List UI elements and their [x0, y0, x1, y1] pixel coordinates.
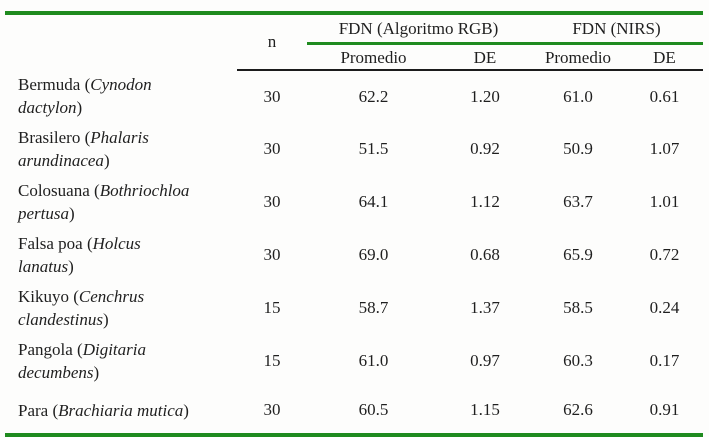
- nirs-de-value: 0.61: [649, 86, 680, 106]
- fdn-table: n FDN (Algoritmo RGB) FDN (NIRS) Promedi…: [5, 11, 703, 437]
- nirs-de-value: 0.72: [649, 245, 680, 265]
- grass-scientific-name: Cenchrus clandestinus: [18, 286, 145, 330]
- open-paren: (: [77, 339, 83, 359]
- grass-scientific-name: Digitaria decumbens: [18, 339, 146, 382]
- col-header-promedio-rgb: Promedio: [307, 43, 440, 71]
- grass-name-cell: Para (Brachiaria mutica): [5, 387, 237, 435]
- close-paren: ): [183, 400, 189, 420]
- grass-scientific-name: Holcus lanatus: [18, 233, 141, 277]
- close-paren: ): [68, 257, 74, 277]
- open-paren: (: [94, 180, 100, 200]
- sub-header-row: Promedio DE Promedio DE: [5, 43, 703, 71]
- grass-name-cell: Bermuda (Cynodon dactylon): [5, 70, 237, 123]
- nirs-de-value: 0.17: [649, 350, 680, 370]
- nirs-promedio-value: 62.6: [563, 400, 593, 420]
- close-paren: ): [93, 362, 100, 382]
- rgb-promedio-value: 51.5: [358, 139, 389, 159]
- nirs-de-value: 1.07: [649, 139, 680, 159]
- grass-name-cell: Pangola (Digitaria decumbens): [5, 335, 237, 388]
- open-paren: (: [84, 75, 91, 94]
- close-paren: ): [76, 98, 83, 118]
- n-value: 30: [263, 400, 281, 420]
- n-value: 30: [263, 139, 281, 159]
- rgb-de-value: 0.92: [470, 139, 500, 159]
- n-value: 30: [263, 192, 281, 212]
- table-row: Bermuda (Cynodon dactylon) 30 62.2 1.20 …: [5, 70, 703, 123]
- group-header-rgb: FDN (Algoritmo RGB): [307, 13, 530, 45]
- open-paren: (: [84, 127, 91, 147]
- nirs-promedio-value: 65.9: [563, 245, 593, 265]
- n-value: 15: [263, 350, 281, 370]
- table-row: Kikuyo (Cenchrus clandestinus) 15 58.7 1…: [5, 282, 703, 335]
- grass-common-name: Colosuana: [18, 180, 90, 200]
- table-row: Pangola (Digitaria decumbens) 15 61.0 0.…: [5, 335, 703, 388]
- table-row: Para (Brachiaria mutica) 30 60.5 1.15 62…: [5, 387, 703, 435]
- col-header-promedio-nirs: Promedio: [530, 43, 626, 71]
- nirs-promedio-value: 60.3: [563, 350, 593, 370]
- group-header-nirs: FDN (NIRS): [530, 13, 703, 45]
- rgb-de-value: 0.97: [470, 350, 500, 370]
- table-row: Falsa poa (Holcus lanatus) 30 69.0 0.68 …: [5, 229, 703, 282]
- nirs-de-value: 0.91: [649, 400, 680, 420]
- rgb-de-value: 1.15: [470, 400, 500, 420]
- grass-scientific-name: Phalaris arundinacea: [18, 127, 149, 171]
- open-paren: (: [86, 233, 93, 253]
- open-paren: (: [52, 400, 59, 420]
- group-header-row: n FDN (Algoritmo RGB) FDN (NIRS): [5, 13, 703, 71]
- grass-name-cell: Kikuyo (Cenchrus clandestinus): [5, 282, 237, 335]
- n-value: 30: [263, 86, 281, 106]
- rgb-de-value: 1.37: [470, 298, 500, 318]
- grass-common-name: Falsa poa: [18, 233, 83, 253]
- rgb-promedio-value: 60.5: [358, 400, 389, 420]
- nirs-promedio-value: 50.9: [563, 139, 593, 159]
- rgb-promedio-value: 62.2: [358, 86, 389, 106]
- rgb-promedio-value: 69.0: [358, 245, 389, 265]
- col-header-n: n: [237, 13, 307, 71]
- grass-scientific-name: Cynodon dactylon: [18, 75, 152, 118]
- nirs-promedio-value: 61.0: [563, 86, 593, 106]
- grass-scientific-name: Bothriochloa pertusa: [18, 180, 190, 224]
- grass-common-name: Para: [18, 400, 49, 420]
- grass-scientific-name: Brachiaria mutica: [58, 400, 184, 420]
- grass-name-cell: Colosuana (Bothriochloa pertusa): [5, 176, 237, 229]
- rgb-de-value: 1.20: [470, 86, 500, 106]
- nirs-de-value: 1.01: [649, 192, 680, 212]
- grass-common-name: Bermuda: [18, 75, 81, 94]
- grass-name-cell: Brasilero (Phalaris arundinacea): [5, 123, 237, 176]
- empty-header-cell: [5, 13, 237, 70]
- nirs-promedio-value: 63.7: [563, 192, 593, 212]
- n-value: 15: [263, 298, 281, 318]
- col-header-de-rgb: DE: [440, 43, 530, 71]
- nirs-promedio-value: 58.5: [563, 298, 593, 318]
- n-value: 30: [263, 245, 281, 265]
- rgb-promedio-value: 61.0: [358, 350, 389, 370]
- table-row: Brasilero (Phalaris arundinacea) 30 51.5…: [5, 123, 703, 176]
- close-paren: ): [103, 310, 109, 330]
- rgb-promedio-value: 58.7: [358, 298, 389, 318]
- grass-common-name: Brasilero: [18, 127, 81, 147]
- nirs-de-value: 0.24: [649, 298, 680, 318]
- col-header-de-nirs: DE: [626, 43, 703, 71]
- rgb-promedio-value: 64.1: [358, 192, 389, 212]
- fdn-comparison-table-figure: n FDN (Algoritmo RGB) FDN (NIRS) Promedi…: [5, 11, 703, 437]
- open-paren: (: [73, 286, 79, 306]
- close-paren: ): [69, 204, 75, 224]
- rgb-de-value: 1.12: [470, 192, 500, 212]
- rgb-de-value: 0.68: [470, 245, 500, 265]
- grass-name-cell: Falsa poa (Holcus lanatus): [5, 229, 237, 282]
- close-paren: ): [103, 151, 110, 171]
- table-row: Colosuana (Bothriochloa pertusa) 30 64.1…: [5, 176, 703, 229]
- grass-common-name: Kikuyo: [18, 286, 69, 306]
- grass-common-name: Pangola: [18, 339, 73, 359]
